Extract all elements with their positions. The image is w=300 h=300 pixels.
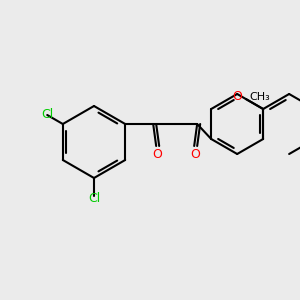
Text: Cl: Cl [41, 109, 53, 122]
Text: Cl: Cl [88, 191, 100, 205]
Text: O: O [152, 148, 162, 160]
Text: O: O [190, 148, 200, 160]
Text: O: O [232, 91, 242, 103]
Text: CH₃: CH₃ [250, 92, 271, 102]
